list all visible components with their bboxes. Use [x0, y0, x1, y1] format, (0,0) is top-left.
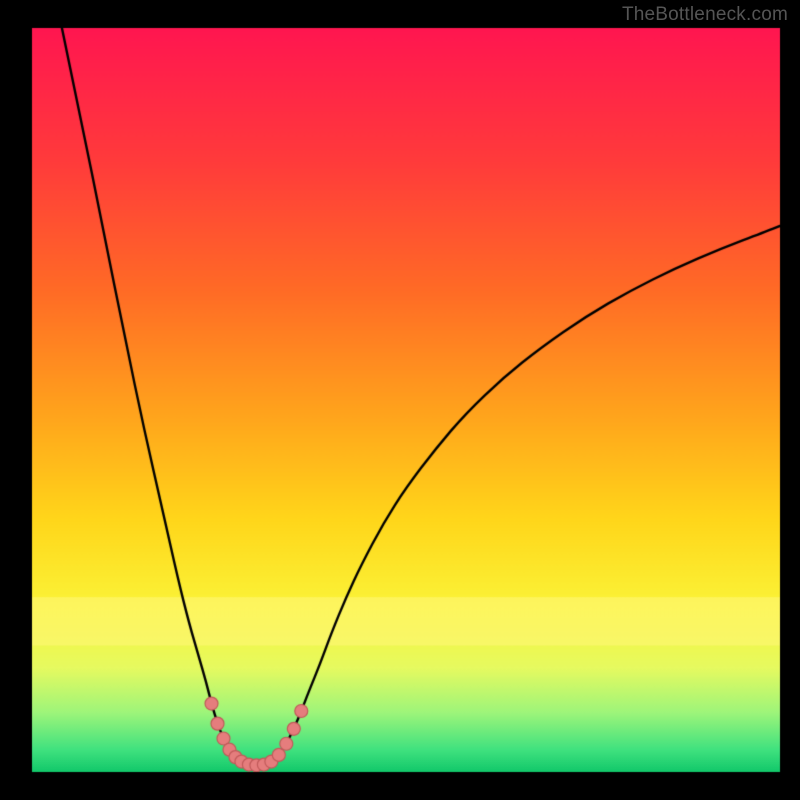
watermark-text: TheBottleneck.com	[622, 4, 788, 26]
bottleneck-curve-chart	[0, 0, 800, 800]
